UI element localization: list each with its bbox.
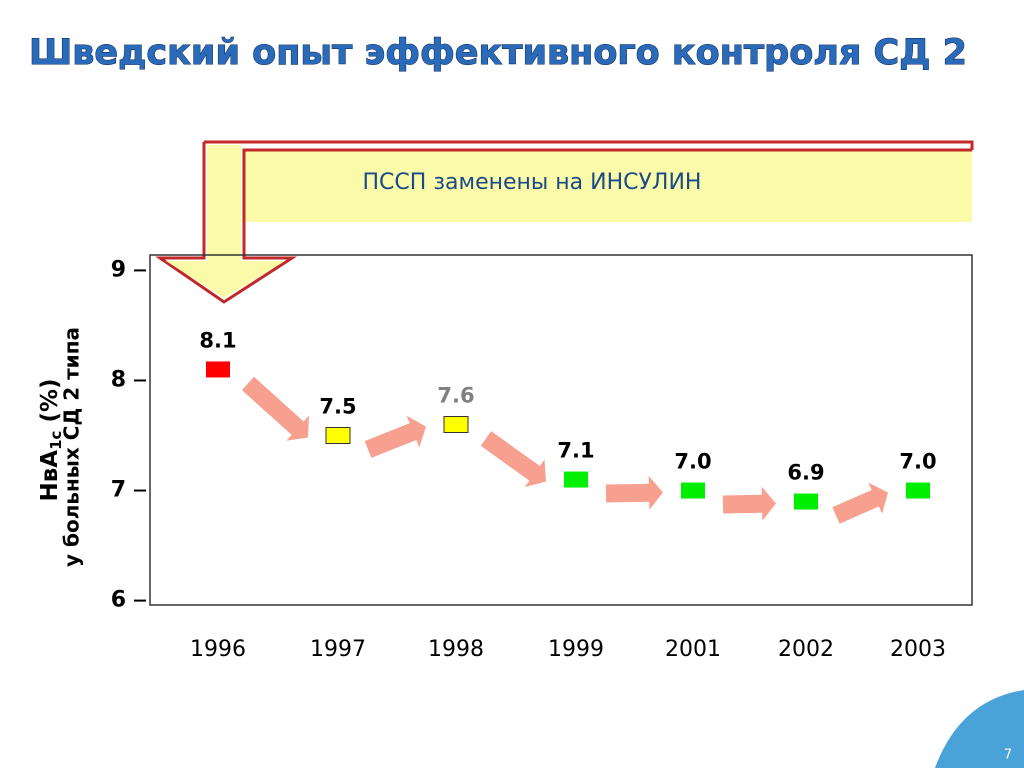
arrow-shape [364,415,426,458]
value-label: 7.6 [437,383,474,407]
arrow-fill [166,145,285,298]
value-label: 7.0 [899,450,936,474]
trend-arrow [605,475,664,510]
slide-title: Шведский опыт эффективного контроля СД 2 [29,33,967,73]
x-tick-label: 1998 [428,637,484,662]
value-label: 6.9 [787,461,824,485]
y-label-sub: 1c [47,431,65,450]
plot-area [149,254,973,606]
plot: 6 7 8 9 1996 8.1 1997 7.5 1998 7.6 1999 7.1 2001 7.0 2… [111,257,946,662]
callout-arrow [155,140,974,304]
marker [794,493,818,510]
marker [564,471,588,488]
marker [206,361,230,378]
y-tick-label: 6 [111,588,126,613]
marker [443,415,469,433]
value-label: 8.1 [199,328,236,352]
arrow-shape [480,431,547,488]
value-label: 7.0 [674,450,711,474]
arrow-shape [605,475,664,510]
arrow-shape [722,486,776,521]
marker [325,427,351,445]
y-axis-label: НвA1c (%) [37,378,65,501]
arrow-shape [832,482,888,524]
x-tick-label: 2001 [665,637,721,662]
y-tick-label: 8 [111,367,126,392]
marker [906,482,930,499]
x-tick-label: 1999 [548,637,604,662]
x-tick-label: 2002 [778,637,834,662]
y-label-part: НвA [37,450,63,502]
y-axis-label-2: у больных СД 2 типа [60,327,84,567]
x-tick-label: 2003 [890,637,946,662]
trend-arrow [241,376,309,441]
value-label: 7.1 [557,439,594,463]
trend-arrow [480,431,547,488]
y-tick-label: 9 [111,257,126,282]
marker [681,482,705,499]
x-tick-label: 1997 [310,637,366,662]
y-label-part: (%) [37,378,63,430]
y-tick-label: 7 [111,478,126,503]
x-tick-label: 1996 [190,637,246,662]
page-number: 7 [1004,748,1012,763]
arrow-shape [241,376,309,441]
callout-box [242,150,972,222]
trend-arrow [722,486,776,521]
value-label: 7.5 [319,395,356,419]
trend-arrow [832,482,888,524]
callout-text: ПССП заменены на ИНСУЛИН [363,170,702,195]
corner-decoration [935,690,1024,768]
trend-arrow [364,415,426,458]
